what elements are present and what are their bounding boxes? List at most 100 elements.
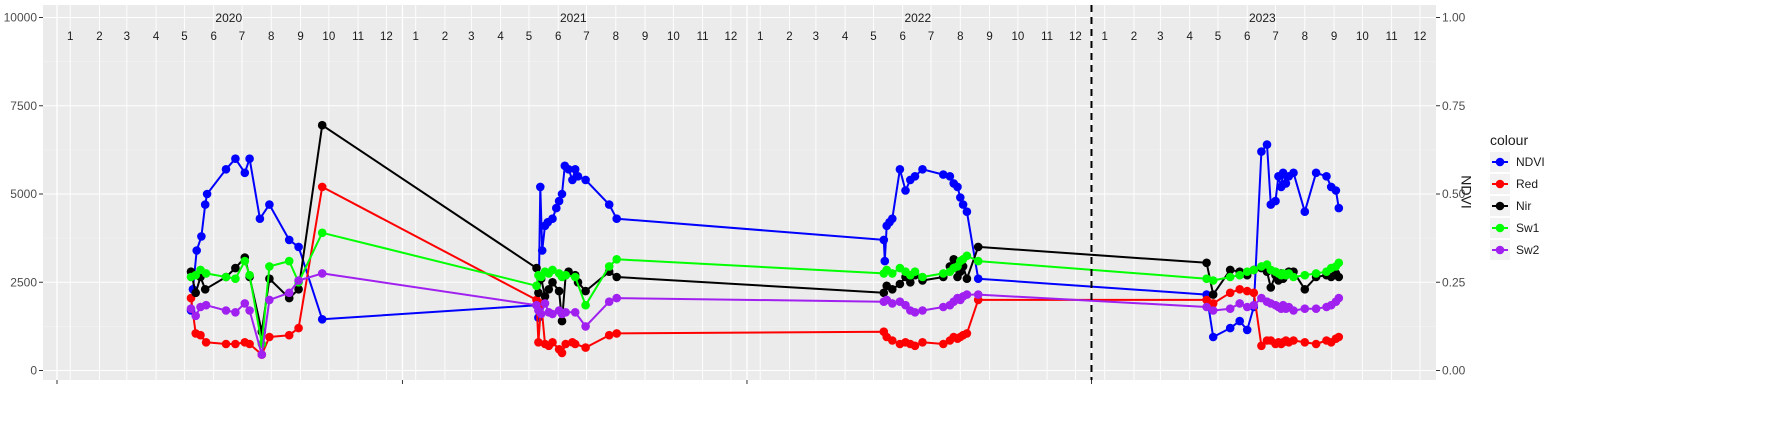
data-point [1235, 316, 1244, 326]
left-tick-label: 5000 [10, 187, 37, 201]
data-point [221, 339, 231, 349]
month-label: 8 [613, 31, 619, 43]
data-point [888, 214, 897, 223]
data-point [962, 274, 972, 284]
left-tick-label: 10000 [4, 11, 38, 25]
data-point [958, 200, 968, 209]
data-point [548, 214, 557, 223]
month-label: 9 [1331, 31, 1337, 43]
month-label: 5 [526, 31, 532, 43]
data-point [910, 267, 920, 277]
data-point [604, 262, 614, 271]
data-point [918, 272, 927, 282]
month-label: 7 [1272, 31, 1278, 43]
data-point [1300, 207, 1310, 216]
data-point [945, 172, 955, 181]
data-point [284, 330, 294, 340]
year-label: 2023 [1249, 11, 1276, 25]
legend-title: colour [1490, 132, 1528, 148]
legend-label: NDVI [1516, 155, 1545, 169]
data-point [548, 265, 557, 275]
month-label: 4 [842, 31, 849, 43]
left-tick-label: 2500 [10, 275, 37, 289]
data-point [1300, 304, 1310, 314]
data-point [552, 203, 561, 213]
data-point [1311, 304, 1321, 314]
data-point [201, 269, 211, 278]
month-label: 7 [928, 31, 934, 43]
right-tick-label: 1.00 [1442, 11, 1466, 25]
data-point [554, 196, 564, 206]
right-tick-label: 0.00 [1442, 364, 1466, 378]
data-point [240, 168, 250, 178]
month-label: 4 [153, 31, 160, 43]
right-tick-label: 0.25 [1442, 275, 1466, 289]
legend-key-point [1495, 223, 1505, 233]
data-point [953, 182, 962, 192]
data-point [221, 306, 231, 315]
data-point [245, 339, 254, 349]
month-label: 7 [583, 31, 589, 43]
data-point [604, 297, 614, 307]
legend-label: Sw2 [1516, 243, 1540, 257]
legend-item-sw1: Sw1 [1490, 218, 1540, 238]
data-point [570, 165, 580, 174]
data-point [548, 338, 557, 347]
series-layer [186, 5, 1344, 380]
data-point [573, 172, 583, 181]
data-point [910, 341, 920, 351]
month-label: 9 [986, 31, 992, 43]
month-label: 3 [124, 31, 130, 43]
panel-background [43, 5, 1436, 380]
data-point [294, 285, 303, 294]
data-point [1334, 272, 1344, 282]
data-point [1202, 302, 1211, 312]
data-point [962, 290, 972, 299]
month-label: 9 [297, 31, 303, 43]
data-point [962, 329, 972, 338]
data-point [245, 154, 254, 163]
data-point [557, 316, 567, 326]
data-point [1289, 336, 1298, 345]
data-point [581, 322, 590, 331]
data-point [1311, 339, 1321, 349]
data-point [939, 339, 948, 349]
month-label: 9 [642, 31, 648, 43]
data-point [257, 350, 267, 359]
data-point [294, 323, 303, 333]
data-point [265, 262, 274, 271]
data-point [231, 274, 240, 284]
data-point [1202, 295, 1211, 305]
data-point [564, 165, 573, 174]
month-label: 6 [555, 31, 561, 43]
data-point [1271, 196, 1280, 206]
data-point [240, 299, 250, 308]
data-point [532, 281, 541, 291]
data-point [294, 276, 303, 285]
data-point [581, 286, 590, 296]
month-label: 5 [181, 31, 187, 43]
data-point [1300, 285, 1310, 294]
data-point [612, 214, 621, 223]
data-point [910, 172, 920, 181]
data-point [561, 270, 570, 280]
data-point [532, 263, 541, 273]
legend-label: Red [1516, 177, 1538, 191]
data-point [895, 165, 905, 174]
data-point [1208, 299, 1218, 308]
data-point [540, 292, 550, 301]
data-point [537, 246, 547, 255]
data-point [561, 308, 570, 317]
legend-item-red: Red [1490, 174, 1538, 194]
left-tick-label: 0 [30, 364, 37, 378]
data-point [317, 269, 327, 278]
data-point [1249, 300, 1259, 310]
data-point [1322, 172, 1331, 181]
data-point [1235, 270, 1244, 280]
month-label: 8 [957, 31, 963, 43]
data-point [186, 304, 196, 314]
legend-item-sw2: Sw2 [1490, 240, 1540, 260]
data-point [265, 295, 274, 305]
left-tick-label: 7500 [10, 99, 37, 113]
data-point [1257, 341, 1266, 351]
